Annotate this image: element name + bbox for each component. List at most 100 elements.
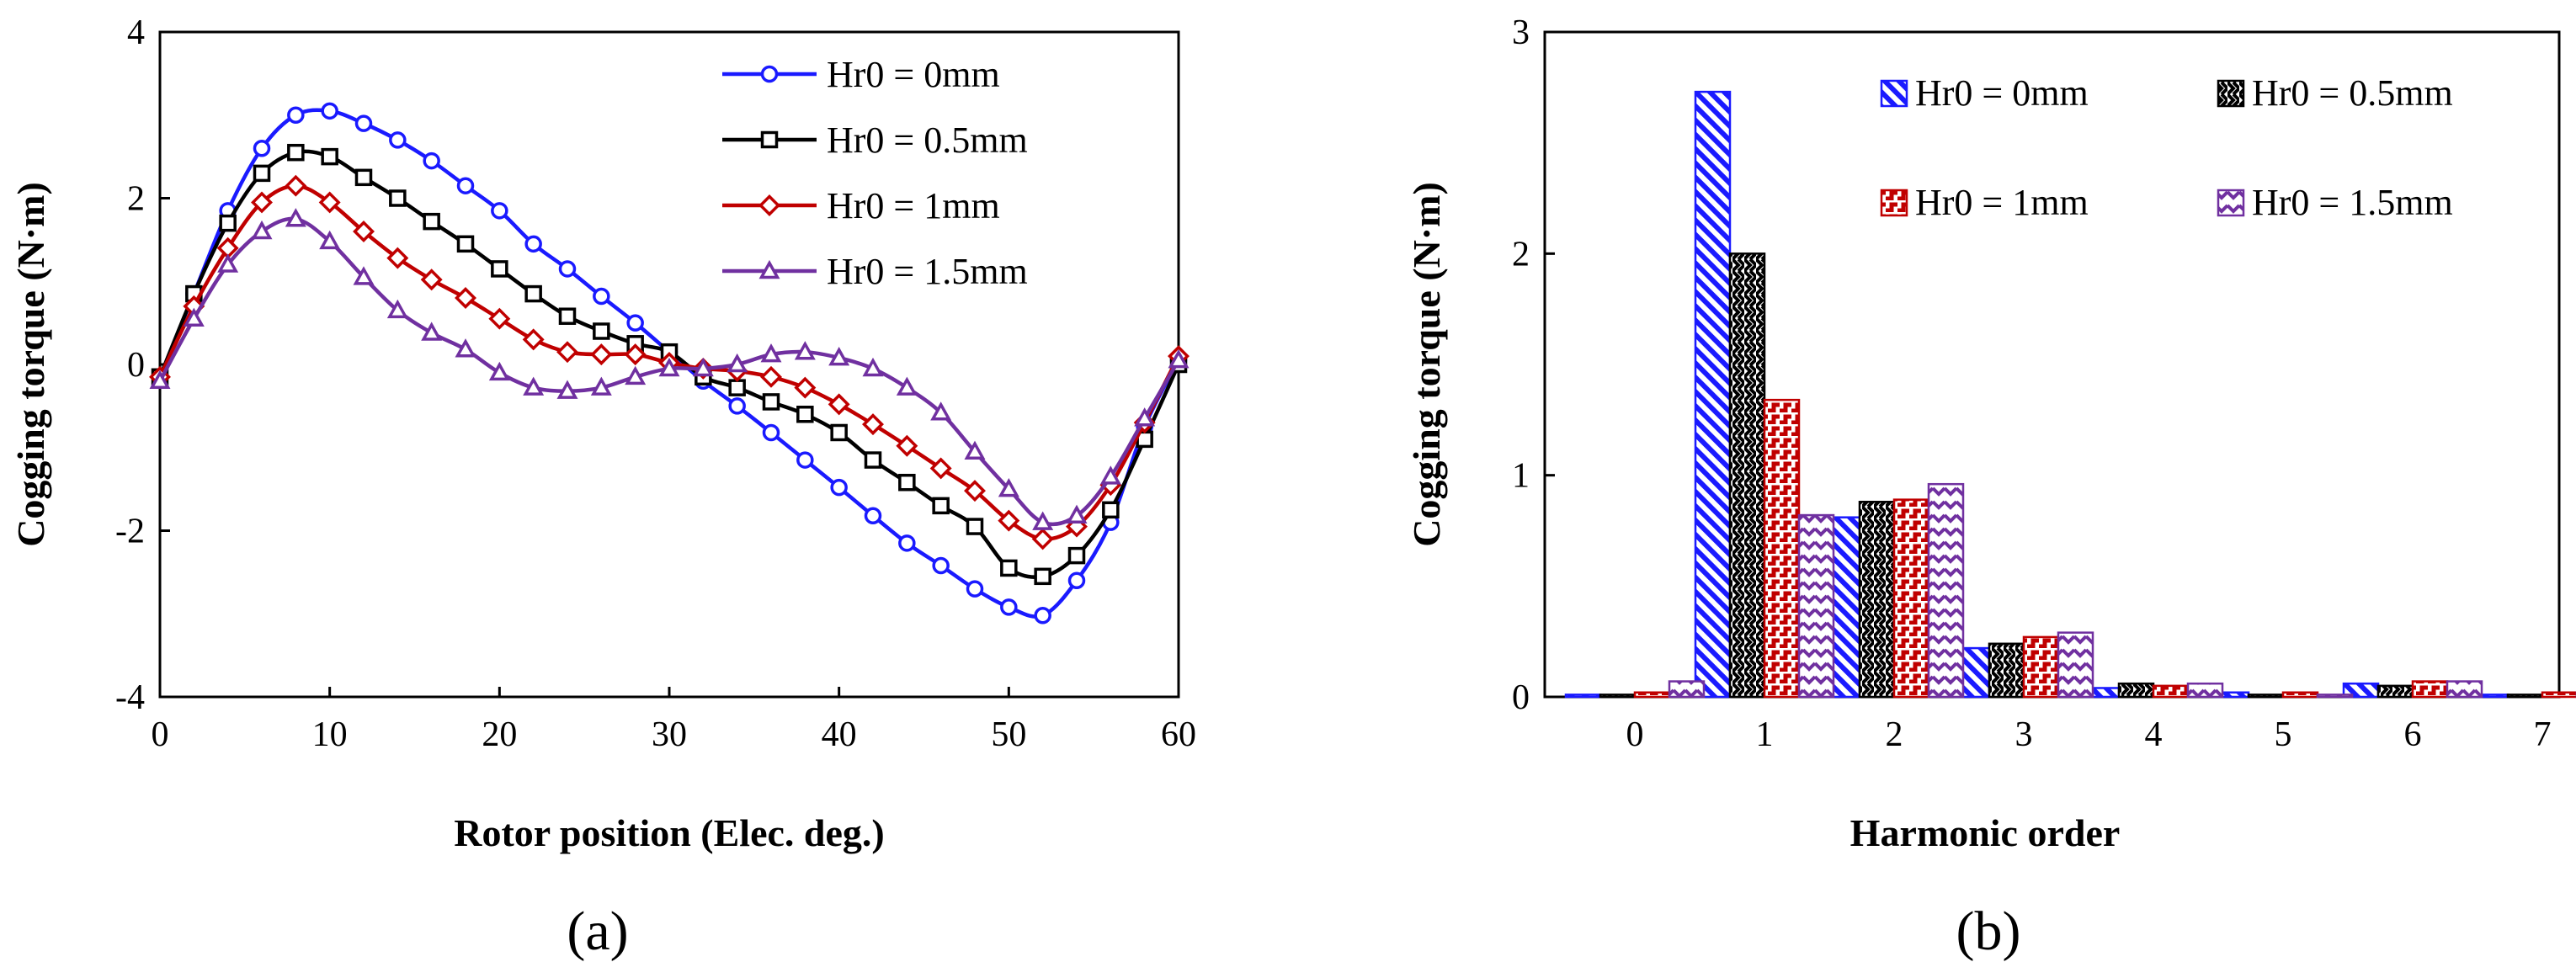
- bar: [1728, 252, 1766, 699]
- bar-series-3: [1668, 482, 2576, 699]
- legend-entry: Hr0 = 1.5mm: [722, 251, 1028, 292]
- bar: [2152, 684, 2190, 699]
- axes-b: 0 1 2 3 4 5 6 7 0 1 2 3: [1512, 13, 2552, 754]
- legend-swatch: [2217, 189, 2245, 217]
- bar-series-2: [1633, 398, 2576, 699]
- data-point: [593, 287, 610, 306]
- data-point: [253, 164, 271, 183]
- legend-swatch: [1880, 79, 1908, 108]
- data-point: [423, 151, 440, 170]
- data-point: [219, 214, 237, 232]
- legend-entry: Hr0 = 0.5mm: [2217, 72, 2453, 114]
- x-tick-label: 1: [1756, 715, 1774, 754]
- legend-entry: Hr0 = 1mm: [722, 185, 1000, 226]
- x-tick-label: 60: [1161, 715, 1196, 754]
- x-tick-label: 7: [2534, 715, 2552, 754]
- data-point: [1000, 598, 1018, 616]
- x-tick-label: 20: [482, 715, 517, 754]
- legend-label: Hr0 = 0mm: [1915, 72, 2089, 114]
- data-point: [1034, 567, 1051, 586]
- data-point: [760, 343, 782, 363]
- data-point: [556, 341, 578, 364]
- data-point: [287, 106, 305, 124]
- legend-entry: Hr0 = 0.5mm: [722, 120, 1028, 161]
- x-tick-label: 10: [312, 715, 348, 754]
- data-point: [251, 191, 273, 214]
- data-point: [1102, 501, 1120, 519]
- series-1: [151, 143, 1188, 586]
- data-point: [253, 140, 271, 157]
- data-point: [285, 174, 307, 197]
- bar: [1694, 90, 1732, 699]
- legend-swatch: [1880, 189, 1908, 217]
- data-point: [1000, 559, 1018, 577]
- x-tick-label: 4: [2145, 715, 2163, 754]
- data-point: [523, 376, 545, 396]
- data-point: [626, 314, 644, 332]
- data-point: [488, 361, 510, 381]
- bar: [1599, 694, 1637, 699]
- bar: [2247, 694, 2285, 699]
- bar: [2506, 694, 2544, 699]
- bar: [2186, 682, 2224, 699]
- bar: [1564, 694, 1602, 699]
- data-point: [1067, 546, 1086, 565]
- data-point: [455, 287, 476, 309]
- data-point: [556, 380, 578, 399]
- legend-marker: [758, 259, 780, 279]
- xlabel-b: Harmonic order: [1850, 811, 2121, 854]
- x-tick-label: 6: [2404, 715, 2422, 754]
- series-b: [1564, 90, 2576, 699]
- data-point: [794, 341, 816, 360]
- data-point: [1099, 465, 1121, 485]
- data-point: [183, 307, 205, 327]
- legend-marker: [760, 130, 779, 149]
- series-3: [149, 208, 1190, 530]
- data-point: [353, 221, 375, 242]
- bar: [2057, 631, 2094, 699]
- data-point: [760, 365, 782, 388]
- data-point: [728, 397, 746, 415]
- data-point: [726, 353, 748, 373]
- data-point: [420, 268, 443, 291]
- data-point: [455, 338, 476, 358]
- x-tick-label: 5: [2275, 715, 2292, 754]
- data-point: [149, 369, 171, 389]
- legend-label: Hr0 = 0.5mm: [2252, 72, 2453, 114]
- legend-entry: Hr0 = 1mm: [1880, 182, 2089, 223]
- panel-b: 0 1 2 3 4 5 6 7 0 1 2 3 Hr0 = 0mm Hr0 = 0.5mm Hr0 = 1…: [1405, 13, 2576, 962]
- bar: [1892, 498, 1930, 699]
- y-tick-label: 2: [127, 180, 145, 219]
- data-point: [658, 357, 680, 377]
- data-point: [932, 556, 950, 575]
- data-point: [794, 376, 817, 399]
- x-tick-label: 2: [1886, 715, 1903, 754]
- data-point: [896, 434, 918, 457]
- legend-label: Hr0 = 0.5mm: [827, 120, 1028, 161]
- x-tick-label: 3: [2015, 715, 2033, 754]
- data-point: [862, 413, 884, 436]
- y-tick-label: -4: [115, 678, 145, 717]
- xlabel-a: Rotor position (Elec. deg.): [454, 811, 885, 854]
- y-tick-label: 0: [127, 346, 145, 385]
- data-point: [386, 299, 408, 319]
- data-point: [966, 580, 984, 598]
- data-point: [524, 235, 542, 253]
- data-point: [488, 307, 511, 330]
- legend-swatch: [2217, 79, 2245, 108]
- data-point: [321, 147, 338, 166]
- data-point: [762, 393, 780, 411]
- data-point: [421, 322, 443, 341]
- data-point: [558, 260, 577, 278]
- bar: [1858, 501, 1896, 699]
- bar: [1988, 642, 2025, 699]
- bar: [1797, 513, 1835, 699]
- bar: [2376, 684, 2414, 699]
- panel-label-a: (a): [567, 901, 628, 962]
- data-point: [625, 365, 647, 385]
- y-tick-label: 4: [127, 13, 145, 52]
- x-tick-label: 30: [652, 715, 687, 754]
- data-point: [692, 357, 714, 377]
- data-point: [491, 260, 508, 278]
- data-point: [830, 478, 848, 497]
